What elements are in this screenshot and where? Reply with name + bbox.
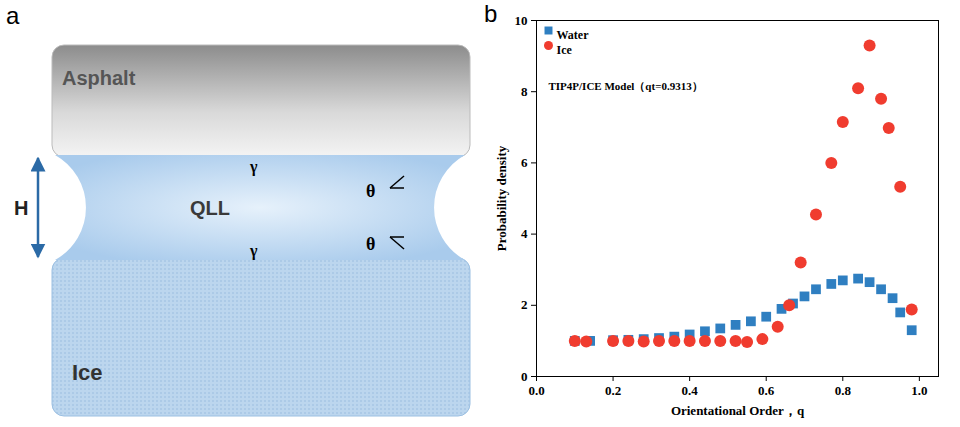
html-text:b: b xyxy=(484,0,498,27)
svg-text:0.4: 0.4 xyxy=(682,383,699,398)
svg-text:γ: γ xyxy=(249,158,258,176)
svg-text:Probability density: Probability density xyxy=(494,145,509,251)
svg-text:0.8: 0.8 xyxy=(835,383,852,398)
svg-text:TIP4P/ICE Model（qt=0.9313）: TIP4P/ICE Model（qt=0.9313） xyxy=(549,80,703,93)
svg-text:6: 6 xyxy=(521,155,528,170)
svg-text:Orientational Order，q: Orientational Order，q xyxy=(671,403,805,418)
svg-text:10: 10 xyxy=(515,13,528,28)
svg-text:γ: γ xyxy=(249,242,258,260)
svg-text:a: a xyxy=(6,2,20,29)
svg-text:H: H xyxy=(14,197,28,219)
svg-text:1.0: 1.0 xyxy=(911,383,927,398)
svg-text:0.0: 0.0 xyxy=(528,383,544,398)
svg-text:θ: θ xyxy=(366,234,375,254)
svg-text:Ice: Ice xyxy=(72,360,103,385)
svg-text:θ: θ xyxy=(366,181,375,201)
svg-text:Water: Water xyxy=(557,28,590,42)
svg-text:4: 4 xyxy=(521,226,528,241)
svg-text:0: 0 xyxy=(521,369,528,384)
svg-text:0.2: 0.2 xyxy=(605,383,621,398)
svg-text:QLL: QLL xyxy=(190,197,230,219)
svg-text:0.6: 0.6 xyxy=(758,383,775,398)
svg-text:Ice: Ice xyxy=(557,43,573,57)
svg-text:8: 8 xyxy=(521,84,528,99)
svg-text:Asphalt: Asphalt xyxy=(62,67,136,89)
svg-text:2: 2 xyxy=(521,297,528,312)
